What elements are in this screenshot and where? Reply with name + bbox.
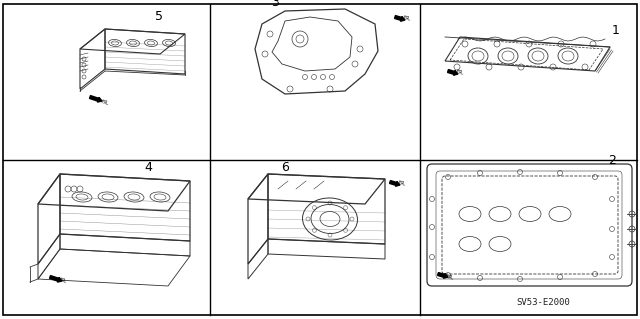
FancyArrow shape: [90, 96, 102, 102]
Text: 2: 2: [608, 154, 616, 167]
Text: 1: 1: [612, 24, 620, 37]
Text: FR.: FR.: [100, 99, 109, 106]
Text: FR.: FR.: [58, 277, 67, 284]
FancyArrow shape: [395, 16, 405, 21]
FancyArrow shape: [390, 181, 400, 186]
Text: FR.: FR.: [397, 180, 406, 187]
Text: 6: 6: [281, 161, 289, 174]
FancyArrow shape: [447, 70, 458, 75]
Text: SV53-E2000: SV53-E2000: [516, 298, 570, 307]
Text: FR.: FR.: [455, 69, 465, 76]
FancyArrow shape: [49, 276, 62, 282]
Text: 5: 5: [155, 10, 163, 23]
Text: FR.: FR.: [402, 15, 412, 22]
Text: FR.: FR.: [445, 274, 454, 281]
Text: 4: 4: [144, 161, 152, 174]
FancyArrow shape: [438, 272, 448, 278]
Text: 3: 3: [271, 0, 279, 9]
